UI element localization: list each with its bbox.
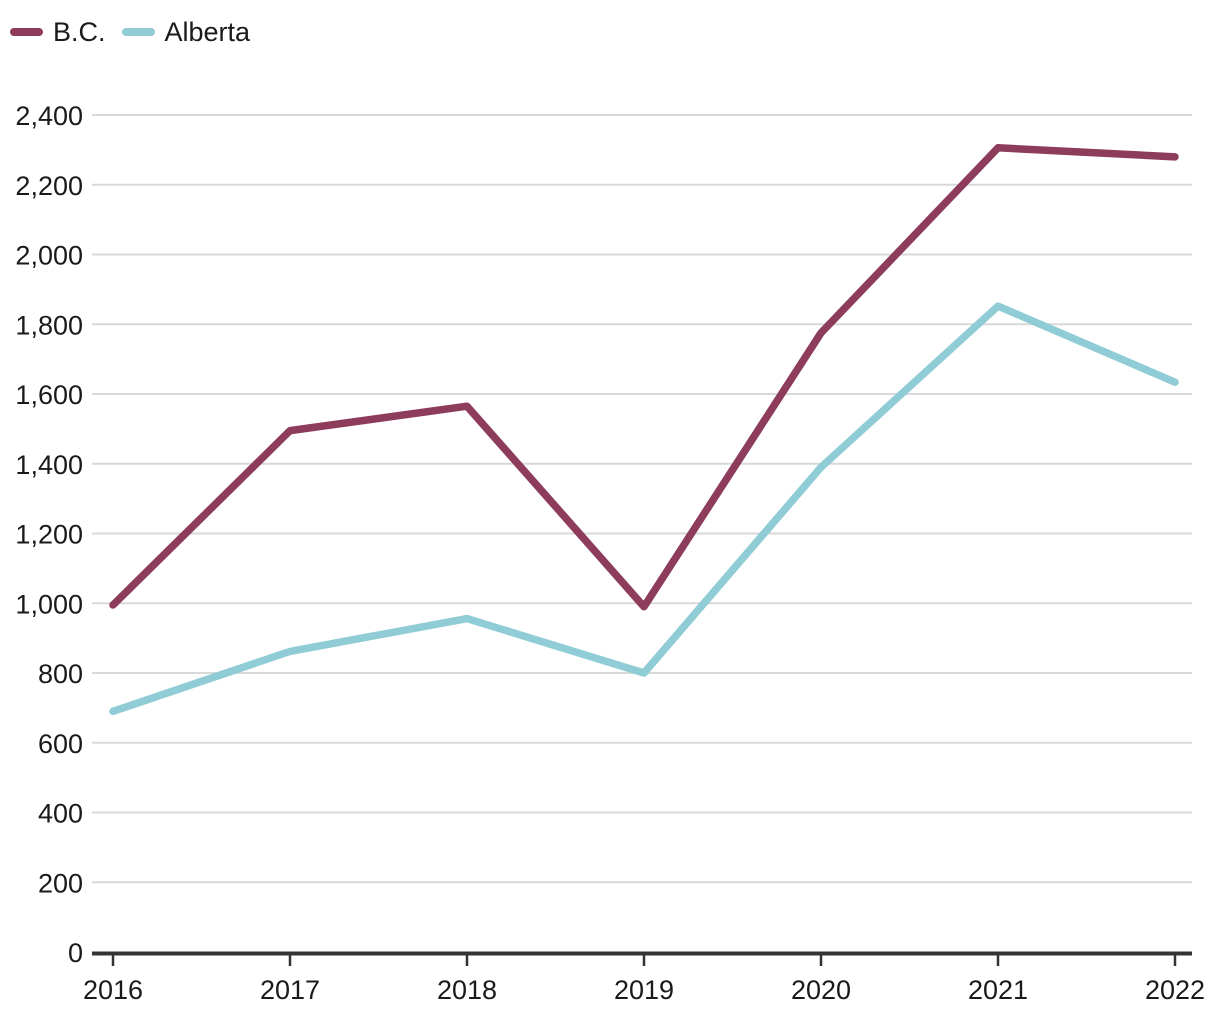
series-line-alberta: [109, 302, 1179, 716]
y-tick-label: 1,800: [15, 310, 83, 340]
x-tick-label: 2021: [968, 975, 1028, 1005]
legend-label-alberta: Alberta: [164, 17, 251, 47]
x-tick-label: 2016: [83, 975, 143, 1005]
chart-legend: B.C. Alberta: [10, 16, 250, 48]
y-tick-label: 1,600: [15, 380, 83, 410]
x-tick-label: 2018: [437, 975, 497, 1005]
series-line-bc: [109, 144, 1179, 611]
y-tick-label: 1,200: [15, 520, 83, 550]
alberta-line-swatch: [121, 28, 155, 36]
y-tick-label: 1,000: [15, 589, 83, 619]
legend-item-alberta: Alberta: [121, 16, 251, 48]
x-tick-label: 2019: [614, 975, 674, 1005]
y-tick-label: 0: [68, 938, 83, 968]
y-tick-label: 400: [38, 799, 83, 829]
x-tick-label: 2022: [1145, 975, 1205, 1005]
y-tick-label: 800: [38, 659, 83, 689]
bc-line-swatch: [10, 28, 43, 36]
y-tick-label: 200: [38, 868, 83, 898]
y-tick-label: 2,000: [15, 241, 83, 271]
legend-label-bc: B.C.: [53, 17, 106, 47]
y-tick-label: 1,400: [15, 450, 83, 480]
y-tick-label: 2,200: [15, 171, 83, 201]
x-tick-label: 2017: [260, 975, 320, 1005]
y-tick-label: 2,400: [15, 101, 83, 131]
y-tick-label: 600: [38, 729, 83, 759]
legend-item-bc: B.C.: [10, 16, 106, 48]
x-tick-label: 2020: [791, 975, 851, 1005]
